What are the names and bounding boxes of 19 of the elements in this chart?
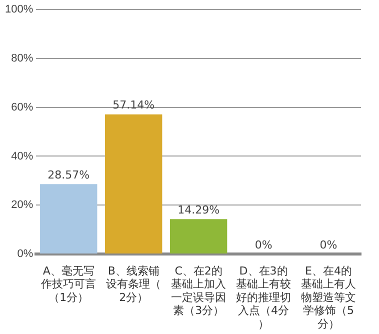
y-tick-label: 0%	[17, 248, 34, 260]
data-label: 0%	[254, 238, 272, 252]
y-tick-label: 100%	[4, 4, 34, 16]
data-label: 14.29%	[178, 203, 220, 216]
y-tick-label: 80%	[11, 52, 34, 65]
data-label: 57.14%	[112, 98, 155, 112]
y-tick-label: 20%	[11, 199, 34, 212]
x-tick-label: A、毫无写作技巧可言（1分）	[40, 264, 96, 304]
x-tick-label: B、线索铺设有条理（2分）	[106, 264, 162, 304]
bar	[105, 114, 162, 254]
y-tick-label: 60%	[11, 101, 34, 114]
x-tick-label: D、在3的基础上有较好的推理切入点（4分）	[236, 264, 292, 330]
bar	[170, 219, 228, 254]
x-tick-label: E、在4的基础上有人物塑造等文学修饰（5分）	[301, 264, 356, 330]
x-tick-label: C、在2的基础上加入一定误导因素（3分）	[171, 264, 226, 318]
data-label: 0%	[320, 238, 338, 252]
data-label: 28.57%	[48, 168, 90, 182]
bar	[40, 184, 98, 254]
y-tick-label: 40%	[11, 150, 34, 162]
